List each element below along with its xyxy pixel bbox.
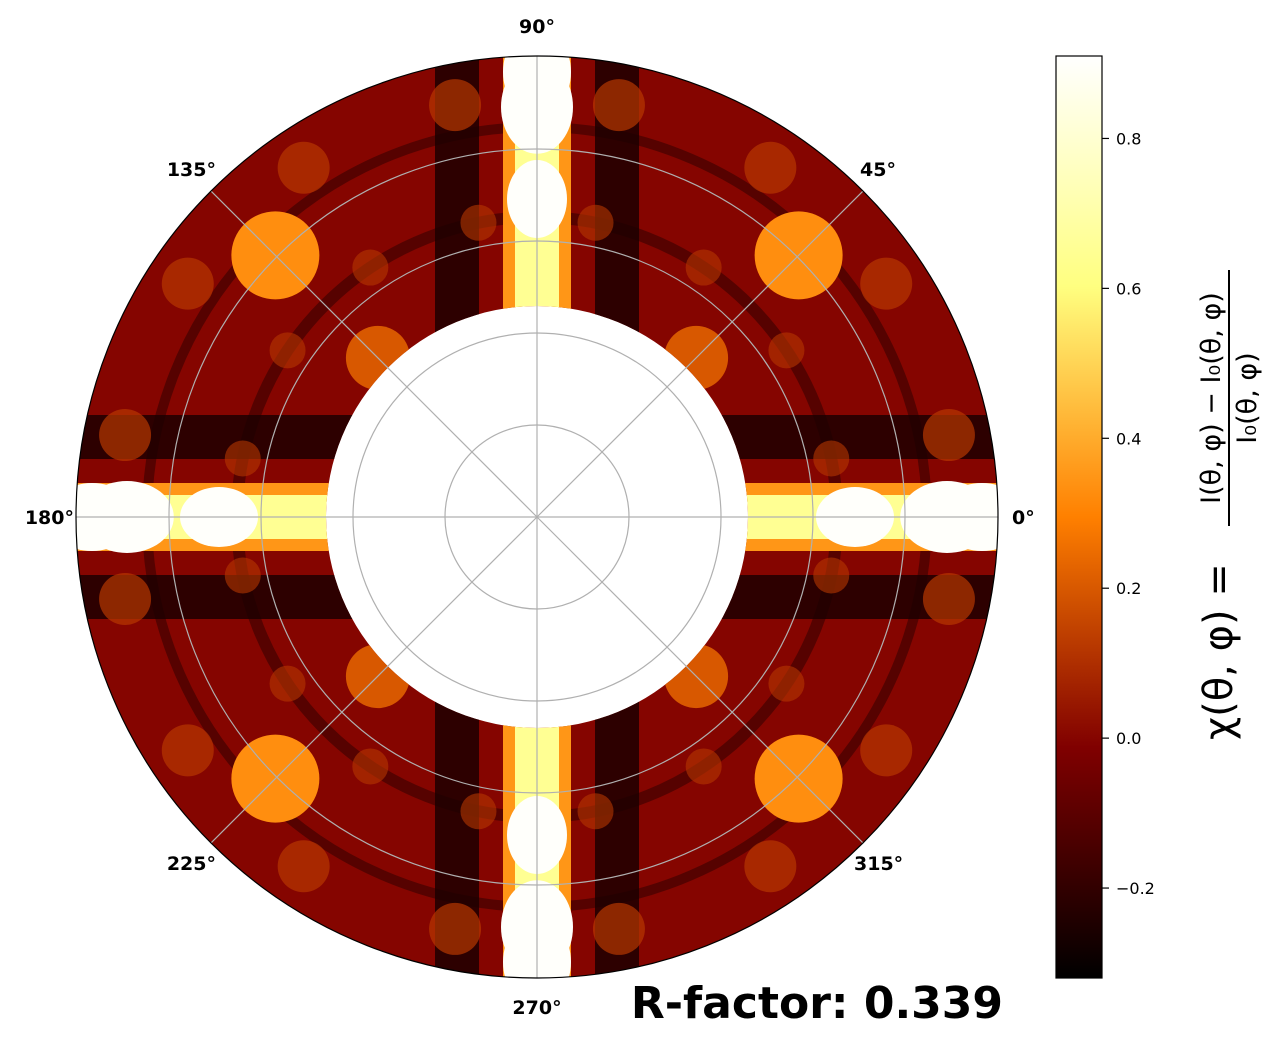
theta-tick-labels: 0° 45° 90° 135° 180° 225° 270° 315° [25, 16, 1035, 1019]
angular-gridline-225 [210, 516, 538, 844]
blob-inner-6 [269, 332, 306, 369]
angular-gridline-45 [536, 190, 864, 518]
theta-label-270: 270° [512, 997, 561, 1019]
theta-label-225: 225° [167, 853, 216, 875]
blob-13 [744, 840, 797, 893]
blob-8 [99, 572, 152, 625]
blob-2 [744, 141, 797, 194]
blob-inner-2 [685, 249, 722, 286]
blob-inner-13 [685, 748, 722, 785]
theta-label-45: 45° [860, 159, 896, 181]
blob-4 [429, 79, 482, 132]
plot-outline [75, 55, 999, 979]
blob-inner-3 [577, 204, 614, 241]
blob-inner-7 [224, 440, 261, 477]
blob-11 [429, 902, 482, 955]
blob-inner-10 [352, 748, 389, 785]
colorbar-tick-label-5: 0.8 [1116, 129, 1141, 148]
theta-label-315: 315° [854, 853, 903, 875]
angular-gridline-315 [536, 516, 864, 844]
blob-1 [860, 257, 913, 310]
blob-15 [922, 572, 975, 625]
colorbar-tick-label-2: 0.2 [1116, 579, 1141, 598]
angular-gridline-135 [210, 190, 538, 518]
polar-grid [76, 56, 998, 978]
blob-inner-12 [577, 793, 614, 830]
colorbar-label-denominator: I₀(θ, φ) [1232, 352, 1263, 443]
blob-inner-9 [269, 665, 306, 702]
colorbar-bar [1055, 55, 1103, 979]
blob-inner-15 [813, 557, 850, 594]
colorbar-tick-label-3: 0.4 [1116, 429, 1141, 448]
blob-inner-8 [224, 557, 261, 594]
theta-label-180: 180° [25, 507, 74, 529]
theta-label-135: 135° [167, 159, 216, 181]
blob-9 [161, 724, 214, 777]
blob-inner-14 [768, 665, 805, 702]
colorbar-label-numerator: I(θ, φ) − I₀(θ, φ) [1196, 292, 1227, 504]
blob-14 [860, 724, 913, 777]
colorbar-tick-label-1: 0.0 [1116, 729, 1141, 748]
blob-6 [161, 257, 214, 310]
blob-inner-11 [460, 793, 497, 830]
colorbar-ticks: −0.2 0.0 0.2 0.4 0.6 0.8 [1102, 129, 1155, 898]
colorbar-label: χ(θ, φ) = I(θ, φ) − I₀(θ, φ) I₀(θ, φ) [1196, 270, 1263, 740]
colorbar-label-lhs: χ(θ, φ) = [1196, 563, 1242, 740]
blob-inner-0 [813, 440, 850, 477]
blob-inner-5 [352, 249, 389, 286]
theta-label-90: 90° [519, 16, 555, 38]
blob-5 [277, 141, 330, 194]
colorbar-tick-label-4: 0.6 [1116, 279, 1141, 298]
blob-12 [592, 902, 645, 955]
r-factor-annotation: R-factor: 0.339 [631, 978, 1003, 1029]
blob-inner-1 [768, 332, 805, 369]
colorbar-tick-label-0: −0.2 [1116, 879, 1155, 898]
blob-3 [592, 79, 645, 132]
theta-label-0: 0° [1012, 507, 1035, 529]
polar-plot [75, 55, 999, 979]
blob-10 [277, 840, 330, 893]
blob-inner-4 [460, 204, 497, 241]
blob-0 [922, 409, 975, 462]
blob-7 [99, 409, 152, 462]
colorbar: −0.2 0.0 0.2 0.4 0.6 0.8 χ(θ, φ) = I(θ, φ) − … [1055, 55, 1263, 979]
